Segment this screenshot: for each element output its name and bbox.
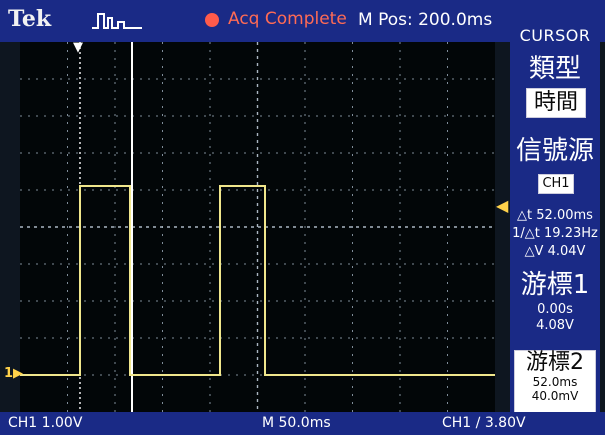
waveform-display	[20, 42, 495, 412]
delta-t-readout: △t 52.00ms	[517, 208, 593, 223]
trigger-readout: CH1 ∕ 3.80V	[442, 415, 526, 431]
source-value-button[interactable]: CH1	[538, 174, 574, 194]
cursor-2-voltage: 40.0mV	[531, 389, 579, 403]
freq-readout: 1/△t 19.23Hz	[512, 226, 598, 241]
brand-logo: Tek	[8, 6, 52, 32]
cursor-menu-panel: CURSOR 類型 時間 信號源 CH1 △t 52.00ms 1/△t 19.…	[510, 18, 600, 418]
cursor-2-time: 52.0ms	[532, 375, 578, 389]
delta-v-readout: △V 4.04V	[524, 244, 586, 259]
cursor-2-box[interactable]: 游標2 52.0ms 40.0mV	[514, 350, 596, 414]
cursor-1-top-marker: ▼	[73, 40, 83, 55]
horizontal-position-readout: M Pos: 200.0ms	[358, 10, 493, 30]
cursor-1-time: 0.00s	[537, 302, 573, 317]
cursor-2-label: 游標2	[526, 350, 584, 375]
cursor-1-label[interactable]: 游標1	[520, 270, 590, 300]
cursor-1-voltage: 4.08V	[536, 318, 574, 333]
acq-status-indicator	[205, 13, 219, 27]
trigger-waveform-icon	[92, 13, 142, 29]
waveform-grid	[20, 42, 495, 412]
ch1-waveform-trace	[20, 185, 495, 376]
ch1-ground-marker: 1▶	[4, 366, 24, 381]
top-status-bar: Tek Acq Complete M Pos: 200.0ms	[0, 0, 605, 42]
timebase-readout: M 50.0ms	[262, 415, 331, 431]
type-value-button[interactable]: 時間	[526, 88, 586, 118]
ch1-scale-readout: CH1 1.00V	[8, 415, 83, 431]
bottom-status-bar: CH1 1.00V M 50.0ms CH1 ∕ 3.80V	[0, 412, 605, 435]
source-label: 信號源	[515, 136, 594, 166]
trigger-level-arrow: ◀	[496, 196, 509, 215]
type-label: 類型	[528, 54, 581, 84]
acq-status-text: Acq Complete	[228, 9, 347, 29]
menu-title: CURSOR	[519, 26, 591, 45]
